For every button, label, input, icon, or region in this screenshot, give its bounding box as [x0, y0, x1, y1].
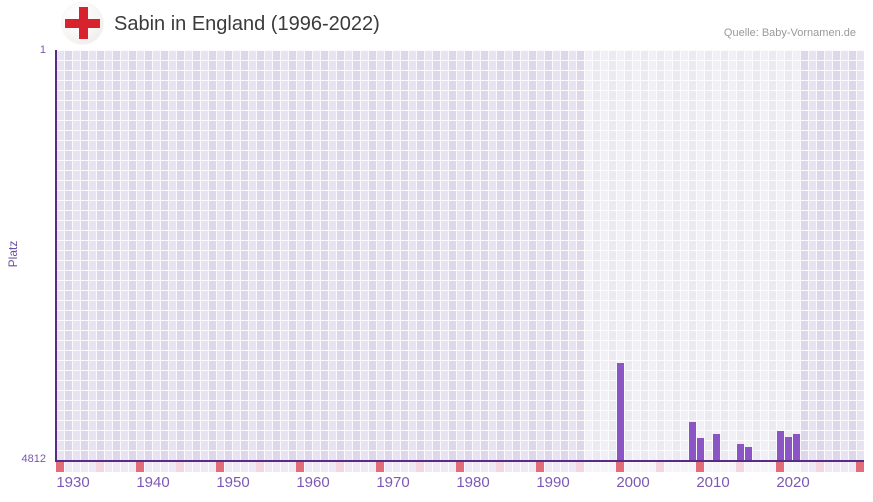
source-attribution: Quelle: Baby-Vornamen.de	[723, 27, 856, 39]
rank-bar-2020[interactable]	[776, 431, 784, 461]
half-decade-marker	[736, 462, 744, 472]
flag-cross-horizontal	[65, 19, 100, 28]
decade-marker	[456, 462, 464, 472]
x-axis-tick-2010: 2010	[696, 474, 730, 491]
y-axis-tick-bottom: 4812	[21, 453, 46, 465]
y-axis-line	[55, 50, 57, 462]
decade-marker	[56, 462, 64, 472]
decade-marker	[776, 462, 784, 472]
x-axis-tick-1970: 1970	[376, 474, 410, 491]
half-decade-marker	[496, 462, 504, 472]
rank-bar-2022[interactable]	[792, 434, 800, 461]
rank-bar-2009[interactable]	[688, 422, 696, 461]
x-axis-tick-1990: 1990	[536, 474, 570, 491]
year-marker-strip	[56, 462, 864, 472]
decade-marker	[136, 462, 144, 472]
decade-marker	[536, 462, 544, 472]
half-decade-marker	[656, 462, 664, 472]
decade-marker	[856, 462, 864, 472]
chart-title: Sabin in England (1996-2022)	[114, 13, 380, 35]
x-axis-tick-2000: 2000	[616, 474, 650, 491]
england-flag-icon	[62, 3, 103, 44]
rank-bar-2016[interactable]	[744, 446, 752, 461]
half-decade-marker	[416, 462, 424, 472]
plot-area[interactable]	[56, 50, 864, 461]
x-axis-tick-1950: 1950	[216, 474, 250, 491]
x-axis-tick-1930: 1930	[56, 474, 90, 491]
rank-bar-2000[interactable]	[616, 362, 624, 461]
half-decade-marker	[176, 462, 184, 472]
x-axis-tick-1980: 1980	[456, 474, 490, 491]
rank-bar-2012[interactable]	[712, 434, 720, 461]
rank-bar-2021[interactable]	[784, 436, 792, 461]
decade-marker	[376, 462, 384, 472]
half-decade-marker	[96, 462, 104, 472]
y-axis-tick-top: 1	[39, 44, 46, 56]
y-axis-title: Platz	[6, 240, 20, 268]
data-period-highlight-strip	[584, 462, 800, 472]
decade-marker	[296, 462, 304, 472]
decade-marker	[616, 462, 624, 472]
x-axis-line	[55, 459, 864, 462]
rank-bar-2015[interactable]	[736, 443, 744, 461]
half-decade-marker	[336, 462, 344, 472]
half-decade-marker	[816, 462, 824, 472]
decade-marker	[696, 462, 704, 472]
x-axis-tick-1940: 1940	[136, 474, 170, 491]
rank-bar-2010[interactable]	[696, 438, 704, 461]
x-axis-tick-2020: 2020	[776, 474, 810, 491]
x-axis-tick-1960: 1960	[296, 474, 330, 491]
half-decade-marker	[256, 462, 264, 472]
half-decade-marker	[576, 462, 584, 472]
decade-marker	[216, 462, 224, 472]
